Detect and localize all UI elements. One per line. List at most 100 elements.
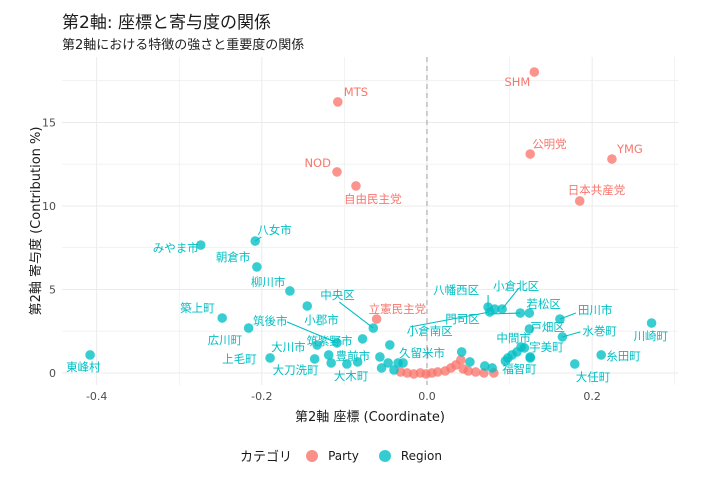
point-party <box>332 97 343 107</box>
point-label: 大川市 <box>271 340 306 354</box>
point-label: 宇美町 <box>529 340 564 354</box>
point-label: 東峰村 <box>66 360 101 374</box>
point-label: 水巻町 <box>582 324 617 338</box>
point-party <box>432 367 443 377</box>
point-region <box>555 314 565 324</box>
point-region <box>342 359 352 369</box>
point-label: 久留米市 <box>399 346 445 360</box>
legend-entry-region: Region <box>378 448 442 463</box>
point-party <box>525 149 535 159</box>
point-region <box>525 352 535 362</box>
point-label: 糸田町 <box>606 349 641 363</box>
point-region <box>312 340 322 350</box>
point-region <box>217 313 227 323</box>
point-label: 川崎町 <box>634 329 669 343</box>
y-axis-title: 第2軸 寄与度 (Contribution %) <box>28 127 44 316</box>
point-region <box>368 323 379 333</box>
legend: カテゴリ Party Region <box>0 446 702 466</box>
legend-label-region: Region <box>400 448 442 463</box>
x-tick-label: -0.2 <box>251 390 272 403</box>
point-label: 若松区 <box>526 297 561 311</box>
point-region <box>375 352 385 362</box>
point-region <box>357 334 368 344</box>
point-region <box>646 318 657 328</box>
point-label: 筑紫野市 <box>307 334 353 348</box>
point-label: 大刀洗町 <box>273 363 319 377</box>
point-party <box>463 366 474 376</box>
point-label: 上毛町 <box>222 352 257 366</box>
point-region <box>500 356 511 366</box>
point-region <box>507 350 517 360</box>
point-label: 自由民主党 <box>344 192 402 206</box>
point-label: 戸畑区 <box>530 320 565 334</box>
point-region <box>376 363 387 373</box>
point-label: 田川市 <box>578 303 613 317</box>
point-label: 築上町 <box>180 301 215 315</box>
point-region <box>352 357 363 367</box>
point-region <box>497 304 507 314</box>
x-axis-title: 第2軸 座標 (Coordinate) <box>295 410 445 425</box>
point-label: 筑後市 <box>253 314 288 328</box>
point-region <box>250 236 261 246</box>
legend-entry-party: Party <box>306 449 359 463</box>
point-party <box>607 154 617 164</box>
point-label: 柳川市 <box>251 275 286 289</box>
point-party <box>456 355 466 365</box>
point-label: 中間市 <box>496 331 530 345</box>
point-region <box>309 354 320 364</box>
point-party <box>371 314 382 324</box>
point-party <box>479 368 489 378</box>
point-region <box>243 323 254 333</box>
point-party <box>574 196 585 206</box>
point-label: 大木町 <box>334 369 369 383</box>
chart-subtitle: 第2軸における特徴の強さと重要度の関係 <box>62 38 305 53</box>
leader-line <box>338 301 374 329</box>
point-label: SHM <box>504 75 530 89</box>
point-region <box>487 363 498 373</box>
point-region <box>323 350 334 360</box>
y-tick-label: 0 <box>49 367 56 380</box>
point-label: 八幡西区 <box>433 283 479 297</box>
data-points <box>85 67 657 379</box>
point-region <box>569 359 580 369</box>
point-region <box>332 338 342 348</box>
point-label: 立憲民主党 <box>369 302 427 316</box>
legend-key-region <box>378 449 391 462</box>
point-label: MTS <box>344 85 368 99</box>
chart-title: 第2軸: 座標と寄与度の関係 <box>62 13 271 33</box>
point-label: みやま市 <box>153 241 199 255</box>
point-label: 朝倉市 <box>216 250 251 264</box>
y-tick-label: 5 <box>49 283 56 296</box>
point-region <box>285 286 295 296</box>
point-region <box>479 361 490 371</box>
point-party <box>351 181 361 191</box>
x-tick-label: 0.2 <box>583 390 601 403</box>
x-tick-label: 0.0 <box>418 390 436 403</box>
point-region <box>85 350 95 360</box>
point-region <box>385 340 395 350</box>
legend-title: カテゴリ <box>240 450 293 465</box>
y-tick-label: 15 <box>42 116 56 129</box>
point-party <box>529 67 540 77</box>
point-region <box>252 262 262 272</box>
leader-line <box>286 321 338 344</box>
point-region <box>389 365 399 375</box>
y-tick-label: 10 <box>42 200 56 213</box>
x-tick-label: -0.4 <box>86 390 107 403</box>
point-label: 小倉北区 <box>493 279 539 293</box>
legend-label-party: Party <box>328 448 359 463</box>
point-label: 豊前市 <box>336 349 371 363</box>
point-label: 日本共産党 <box>568 183 626 197</box>
axis-ticks: -0.4 -0.2 0.0 0.2 0 5 10 15 <box>42 116 601 403</box>
point-region <box>302 301 313 311</box>
point-label: 八女市 <box>257 223 292 237</box>
point-region <box>596 350 607 360</box>
point-label: 福智町 <box>502 362 537 376</box>
point-region <box>383 358 393 368</box>
point-label: NOD <box>304 156 331 170</box>
point-region <box>393 358 403 368</box>
point-label: 公明党 <box>532 137 567 151</box>
point-label: 小倉南区 <box>407 324 453 338</box>
